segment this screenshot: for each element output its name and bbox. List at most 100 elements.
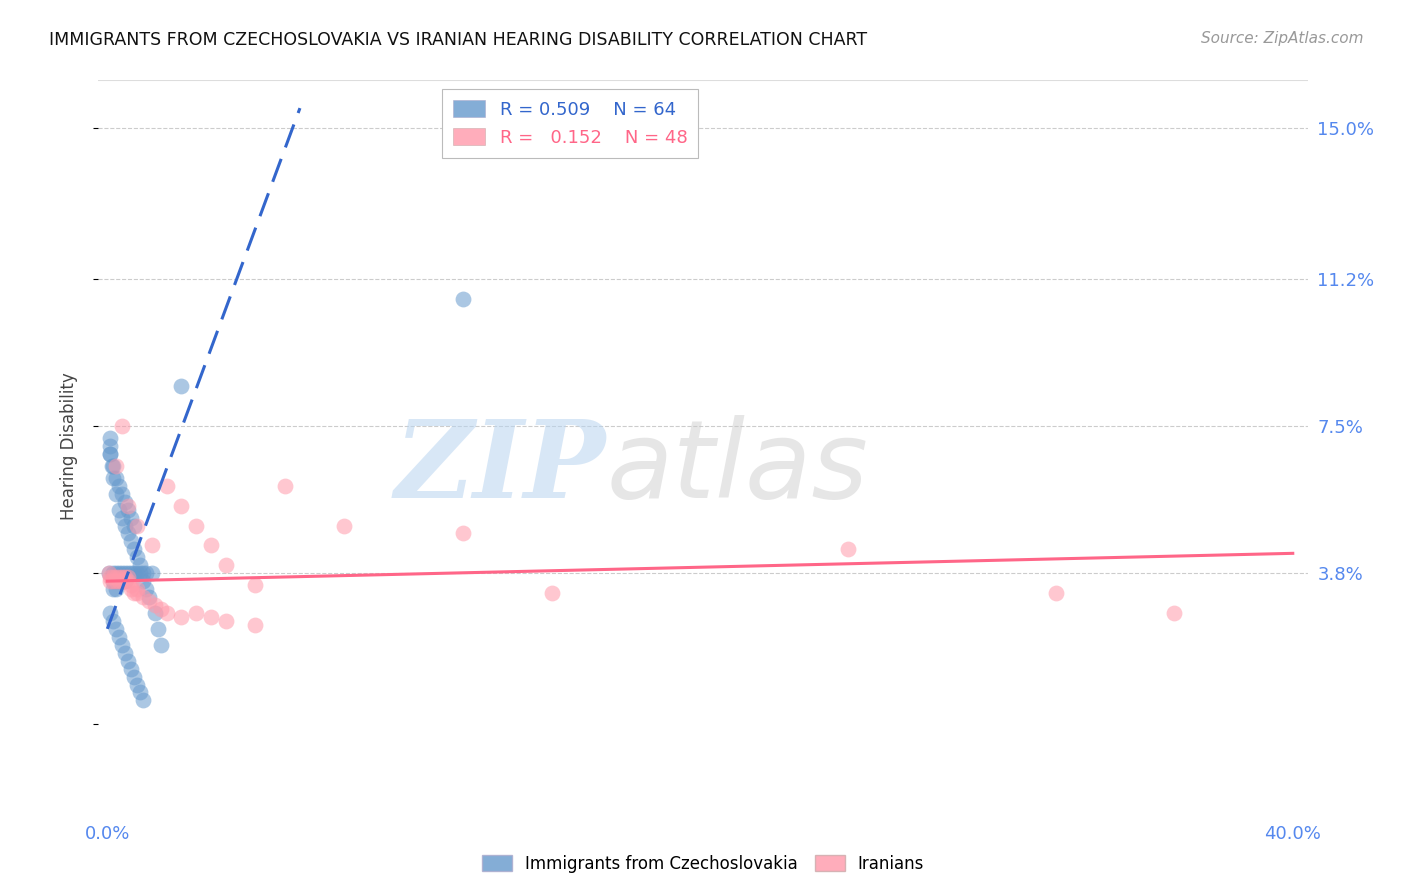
Point <box>132 590 155 604</box>
Point <box>245 618 267 632</box>
Point <box>155 606 177 620</box>
Point <box>114 570 136 584</box>
Point <box>111 574 134 589</box>
Text: ZIP: ZIP <box>395 415 606 521</box>
Point <box>125 566 148 581</box>
Point <box>245 578 267 592</box>
Point <box>125 550 148 565</box>
Point <box>97 566 120 581</box>
Text: atlas: atlas <box>606 416 868 520</box>
Point <box>111 638 134 652</box>
Point <box>170 379 193 393</box>
Point <box>114 646 136 660</box>
Point <box>132 574 155 589</box>
Point <box>146 622 169 636</box>
Point <box>122 566 145 581</box>
Point <box>149 602 172 616</box>
Point <box>120 662 142 676</box>
Point <box>103 582 125 596</box>
Point <box>98 447 121 461</box>
Point <box>103 570 125 584</box>
Point <box>200 538 222 552</box>
Point <box>122 586 145 600</box>
Point <box>108 479 131 493</box>
Point <box>125 677 148 691</box>
Point <box>105 486 128 500</box>
Point <box>120 510 142 524</box>
Point <box>122 518 145 533</box>
Point <box>120 582 142 596</box>
Point <box>122 542 145 557</box>
Point <box>125 582 148 596</box>
Point <box>105 582 128 596</box>
Point <box>114 574 136 589</box>
Point <box>103 574 125 589</box>
Point <box>215 558 238 573</box>
Point <box>111 566 134 581</box>
Point <box>105 574 128 589</box>
Point <box>215 614 238 628</box>
Point <box>170 610 193 624</box>
Point <box>117 574 139 589</box>
Point <box>186 518 208 533</box>
Point <box>103 566 125 581</box>
Point <box>98 439 121 453</box>
Point <box>138 590 160 604</box>
Point <box>103 574 125 589</box>
Point <box>125 586 148 600</box>
Point <box>132 566 155 581</box>
Point <box>149 638 172 652</box>
Point <box>186 606 208 620</box>
Point <box>108 630 131 644</box>
Point <box>129 685 152 699</box>
Point <box>97 566 120 581</box>
Point <box>200 610 222 624</box>
Point <box>540 586 562 600</box>
Point <box>98 574 121 589</box>
Point <box>451 526 474 541</box>
Point <box>120 534 142 549</box>
Point <box>132 693 155 707</box>
Point <box>108 566 131 581</box>
Point <box>98 606 121 620</box>
Point <box>108 574 131 589</box>
Point <box>122 669 145 683</box>
Point <box>143 598 166 612</box>
Legend: R = 0.509    N = 64, R =   0.152    N = 48: R = 0.509 N = 64, R = 0.152 N = 48 <box>441 89 699 158</box>
Point <box>141 538 163 552</box>
Point <box>105 570 128 584</box>
Point <box>98 447 121 461</box>
Point <box>333 518 356 533</box>
Text: IMMIGRANTS FROM CZECHOSLOVAKIA VS IRANIAN HEARING DISABILITY CORRELATION CHART: IMMIGRANTS FROM CZECHOSLOVAKIA VS IRANIA… <box>49 31 868 49</box>
Point <box>105 471 128 485</box>
Point <box>100 458 122 473</box>
Point <box>105 622 128 636</box>
Point <box>105 566 128 581</box>
Point <box>143 606 166 620</box>
Point <box>108 570 131 584</box>
Point <box>117 499 139 513</box>
Point <box>117 570 139 584</box>
Point <box>274 479 297 493</box>
Point <box>111 570 134 584</box>
Point <box>114 566 136 581</box>
Point <box>837 542 859 557</box>
Point <box>103 471 125 485</box>
Legend: Immigrants from Czechoslovakia, Iranians: Immigrants from Czechoslovakia, Iranians <box>475 848 931 880</box>
Point <box>111 574 134 589</box>
Point <box>111 486 134 500</box>
Point <box>135 582 157 596</box>
Text: Source: ZipAtlas.com: Source: ZipAtlas.com <box>1201 31 1364 46</box>
Point <box>155 479 177 493</box>
Point <box>138 594 160 608</box>
Point <box>98 570 121 584</box>
Point <box>103 614 125 628</box>
Point <box>125 518 148 533</box>
Point <box>1045 586 1067 600</box>
Point <box>120 578 142 592</box>
Point <box>111 419 134 434</box>
Point <box>108 574 131 589</box>
Point <box>135 566 157 581</box>
Point <box>98 431 121 445</box>
Point <box>170 499 193 513</box>
